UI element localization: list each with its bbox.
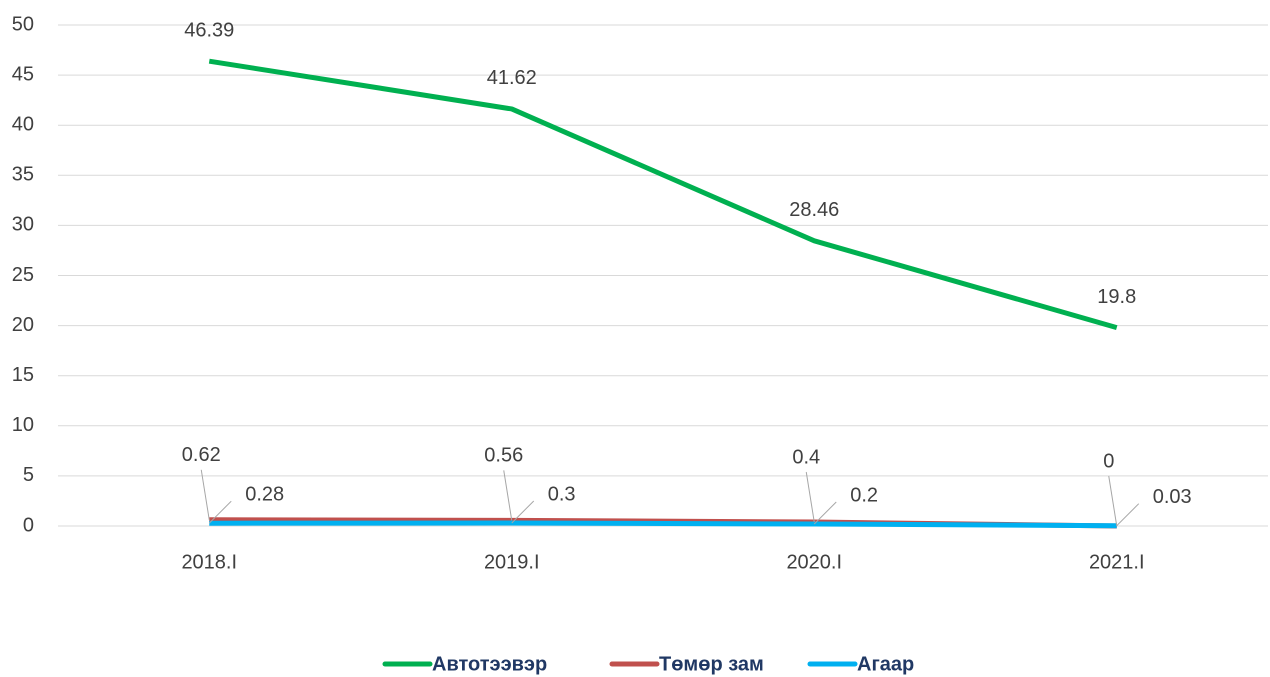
leader-line xyxy=(503,470,513,521)
y-tick-label: 10 xyxy=(12,414,34,436)
leader-line xyxy=(200,469,210,520)
x-tick-label: 2019.I xyxy=(484,551,540,573)
y-tick-label: 40 xyxy=(12,113,34,135)
series-line xyxy=(209,520,1117,529)
y-tick-label: 35 xyxy=(12,164,34,186)
x-tick-label: 2021.I xyxy=(1089,551,1145,573)
x-tick-label: 2020.I xyxy=(786,551,842,573)
data-label: 0 xyxy=(1103,450,1114,472)
data-label: 0.2 xyxy=(850,484,878,506)
data-label: 0.03 xyxy=(1153,486,1192,508)
data-label: 46.39 xyxy=(184,19,234,41)
series-line xyxy=(208,58,1118,331)
y-tick-label: 30 xyxy=(12,214,34,236)
leader-line xyxy=(511,500,535,524)
y-tick-label: 20 xyxy=(12,314,34,336)
leader-line xyxy=(805,471,815,523)
data-label: 28.46 xyxy=(789,199,839,221)
data-label: 0.4 xyxy=(792,446,820,468)
legend-label: Автотээвэр xyxy=(432,653,547,675)
y-tick-label: 25 xyxy=(12,264,34,286)
y-tick-label: 45 xyxy=(12,63,34,85)
y-tick-label: 0 xyxy=(23,514,34,536)
leader-line xyxy=(1116,503,1140,527)
data-label: 0.28 xyxy=(245,483,284,505)
legend-label: Агаар xyxy=(857,653,914,675)
leader-line xyxy=(1108,475,1118,527)
y-tick-label: 5 xyxy=(23,464,34,486)
y-tick-label: 50 xyxy=(12,13,34,35)
data-label: 0.3 xyxy=(548,483,576,505)
legend-label: Төмөр зам xyxy=(659,653,764,675)
y-tick-label: 15 xyxy=(12,364,34,386)
data-label: 0.62 xyxy=(182,444,221,466)
leader-line xyxy=(208,500,232,524)
data-label: 41.62 xyxy=(487,67,537,89)
leader-line xyxy=(813,501,837,525)
x-tick-label: 2018.I xyxy=(181,551,237,573)
data-label: 0.56 xyxy=(484,445,523,467)
data-label: 19.8 xyxy=(1097,286,1136,308)
